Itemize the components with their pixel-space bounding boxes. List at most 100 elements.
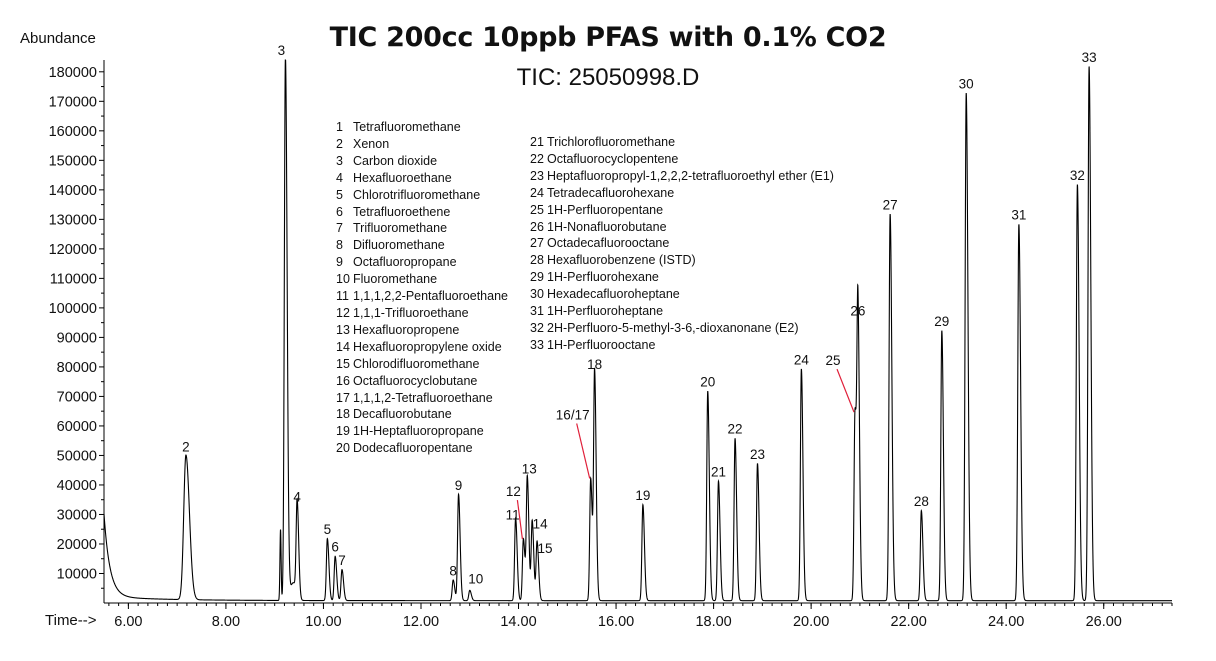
y-tick-label-15: 160000 [49, 124, 97, 140]
legend-entry: 15 Chlorodifluoromethane [336, 356, 508, 373]
legend-entry-name: Dodecafluoropentane [353, 441, 473, 456]
x-tick-label-10: 26.00 [1086, 614, 1122, 630]
legend-entry-name: 1H-Perfluoroheptane [547, 304, 664, 319]
x-tick-label-0: 6.00 [114, 614, 142, 630]
legend-entry: 27 Octadecafluorooctane [530, 235, 834, 252]
peak-label-16-17: 16/17 [556, 408, 590, 423]
legend-entry-name: 1,1,1,2-Tetrafluoroethane [353, 390, 493, 405]
legend-entry-name: Tetradecafluorohexane [547, 185, 675, 200]
legend-entry-number: 4 [336, 170, 343, 185]
legend-entry-name: 1,1,1-Trifluoroethane [353, 305, 469, 320]
legend-entry-number: 23 [530, 168, 544, 183]
legend-entry: 7 Trifluoromethane [336, 220, 508, 237]
legend-entry-number: 2 [336, 136, 343, 151]
peak-label-20: 20 [700, 374, 715, 389]
legend-entry: 29 1H-Perfluorohexane [530, 269, 834, 286]
legend-entry: 19 1H-Heptafluoropropane [336, 423, 508, 440]
legend-entry-number: 3 [336, 153, 343, 168]
y-tick-label-3: 40000 [57, 478, 97, 494]
legend-entry-number: 16 [336, 373, 350, 388]
peak-label-15: 15 [538, 541, 553, 556]
legend-entry-number: 13 [336, 322, 350, 337]
legend-entry-number: 14 [336, 339, 350, 354]
x-tick-label-4: 14.00 [500, 614, 536, 630]
chart-title: TIC 200cc 10ppb PFAS with 0.1% CO2 [329, 22, 887, 53]
legend-entry: 16 Octafluorocyclobutane [336, 373, 508, 390]
peak-label-24: 24 [794, 352, 810, 367]
legend-entry: 5 Chlorotrifluoromethane [336, 187, 508, 204]
y-tick-label-17: 180000 [49, 65, 97, 81]
legend-entry-name: 1H-Nonafluorobutane [547, 219, 667, 234]
legend-entry-name: Octadecafluorooctane [547, 236, 670, 251]
legend-entry-number: 31 [530, 304, 544, 319]
legend-entry-number: 20 [336, 441, 350, 456]
legend-entry: 12 1,1,1-Trifluoroethane [336, 305, 508, 322]
y-axis-label: Abundance [20, 30, 96, 47]
peak-label-21: 21 [711, 464, 726, 479]
peak-label-26: 26 [850, 304, 865, 319]
legend-entry-name: Octafluorocyclopentene [547, 151, 679, 166]
legend-entry: 11 1,1,1,2,2-Pentafluoroethane [336, 288, 508, 305]
legend-entry-name: Hexafluoropropylene oxide [353, 339, 502, 354]
legend-entry: 10 Fluoromethane [336, 271, 508, 288]
y-tick-label-9: 100000 [49, 301, 97, 317]
legend-entry-number: 18 [336, 407, 350, 422]
peak-label-32: 32 [1070, 168, 1085, 183]
peak-label-11: 11 [506, 507, 520, 522]
legend-entry: 18 Decafluorobutane [336, 406, 508, 423]
legend-entry-number: 26 [530, 219, 544, 234]
legend-entry-number: 15 [336, 356, 350, 371]
y-tick-label-12: 130000 [49, 212, 97, 228]
y-tick-label-11: 120000 [49, 242, 97, 258]
chart-subtitle: TIC: 25050998.D [516, 64, 700, 91]
peak-label-10: 10 [468, 572, 483, 587]
legend-entry-name: Fluoromethane [353, 272, 438, 287]
legend-entry: 4 Hexafluoroethane [336, 170, 508, 187]
legend-entry-number: 25 [530, 202, 544, 217]
peak-label-9: 9 [455, 478, 463, 493]
legend-entry-number: 21 [530, 135, 544, 149]
legend-entry-name: Xenon [353, 136, 390, 151]
y-tick-label-0: 10000 [57, 566, 97, 582]
peak-pointer-16-17 [576, 423, 591, 479]
peak-label-12: 12 [506, 484, 521, 499]
y-tick-label-8: 90000 [57, 330, 97, 346]
peak-label-29: 29 [934, 314, 949, 329]
legend-entry: 23 Heptafluoropropyl-1,2,2,2-tetrafluoroe… [530, 168, 834, 185]
legend-entry-number: 24 [530, 185, 544, 200]
legend-entry-name: Trifluoromethane [353, 221, 448, 236]
legend-entry-number: 9 [336, 255, 343, 270]
legend-entry-name: 2H-Perfluoro-5-methyl-3-6,-dioxanonane (… [547, 320, 799, 335]
legend-entry-name: Carbon dioxide [353, 153, 438, 168]
legend-entry-name: Chlorotrifluoromethane [353, 187, 481, 202]
y-tick-label-4: 50000 [57, 448, 97, 464]
x-tick-label-7: 20.00 [793, 614, 829, 630]
y-tick-label-10: 110000 [50, 271, 97, 287]
legend-entry-name: Trichlorofluoromethane [547, 135, 676, 149]
peak-label-14: 14 [533, 516, 549, 531]
legend-entry-name: Decafluorobutane [353, 407, 452, 422]
x-tick-label-9: 24.00 [988, 614, 1024, 630]
peak-label-27: 27 [883, 197, 898, 212]
legend-entry: 13 Hexafluoropropene [336, 322, 508, 339]
peak-label-4: 4 [293, 490, 301, 505]
peak-label-6: 6 [331, 540, 339, 555]
legend-entry-name: 1H-Perfluorohexane [547, 270, 659, 285]
x-tick-label-3: 12.00 [403, 614, 439, 630]
legend-entry-number: 28 [530, 253, 544, 268]
legend-entry-number: 10 [336, 272, 350, 287]
legend-entry: 20 Dodecafluoropentane [336, 440, 508, 457]
legend-entry-name: Chlorodifluoromethane [353, 356, 480, 371]
legend-entry: 8 Difluoromethane [336, 237, 508, 254]
peak-label-22: 22 [728, 422, 743, 437]
peak-label-33: 33 [1082, 50, 1097, 65]
peak-label-28: 28 [914, 494, 929, 509]
peak-label-23: 23 [750, 447, 765, 462]
x-tick-label-5: 16.00 [598, 614, 634, 630]
legend-entry: 1 Tetrafluoromethane [336, 119, 508, 136]
legend-entry-name: 1,1,1,2,2-Pentafluoroethane [353, 289, 508, 304]
y-tick-label-7: 80000 [57, 360, 97, 376]
legend-entry: 25 1H-Perfluoropentane [530, 202, 834, 219]
y-tick-label-13: 140000 [49, 183, 97, 199]
